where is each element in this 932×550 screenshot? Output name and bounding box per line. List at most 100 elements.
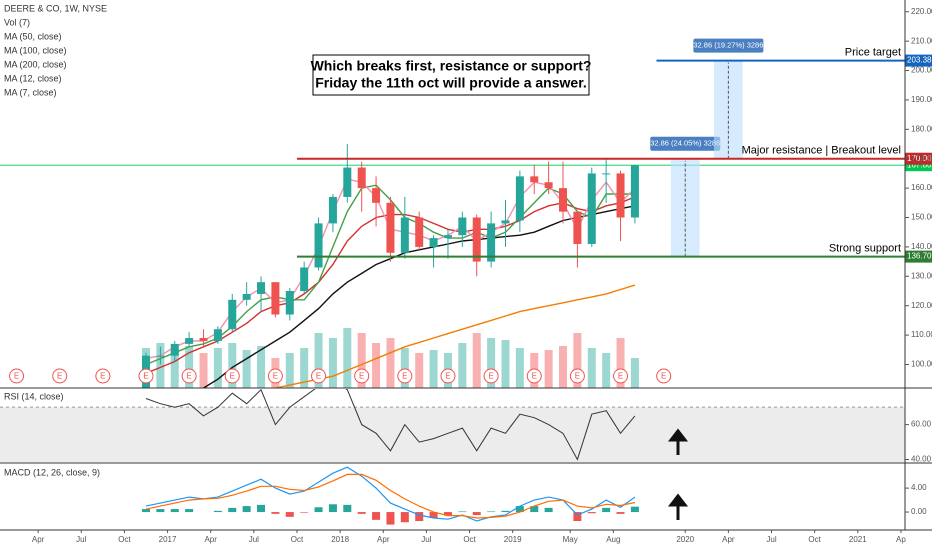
- candle-body: [372, 188, 381, 203]
- x-tick-label: Oct: [808, 535, 821, 544]
- candle-body: [271, 282, 280, 315]
- macd-histogram-bar: [357, 512, 366, 514]
- earnings-label: E: [445, 372, 450, 381]
- y-tick-label: 210.00: [911, 36, 932, 45]
- candle-body: [443, 235, 452, 239]
- candle-body: [530, 176, 539, 183]
- x-tick-label: May: [563, 535, 578, 544]
- volume-bar: [429, 350, 438, 388]
- measure-label: 32.86 (24.05%) 3286: [650, 139, 720, 148]
- y-tick-label: 220.00: [911, 7, 932, 16]
- candle-body: [343, 167, 352, 197]
- macd-histogram-bar: [544, 507, 553, 513]
- level-name: Price target: [845, 47, 901, 59]
- candle-body: [429, 238, 438, 247]
- earnings-label: E: [661, 372, 666, 381]
- volume-bar: [616, 338, 625, 388]
- macd-histogram-bar: [386, 512, 395, 525]
- candle-body: [213, 329, 222, 341]
- earnings-marker: [354, 368, 370, 384]
- earnings-label: E: [618, 372, 623, 381]
- x-tick-label: 2021: [849, 535, 867, 544]
- macd-histogram-bar: [487, 511, 496, 513]
- macd-line: [145, 466, 636, 522]
- volume-bar: [472, 333, 481, 388]
- y-tick-label: 160.00: [911, 183, 932, 192]
- macd-histogram-bar: [472, 512, 481, 516]
- candle-body: [300, 267, 309, 291]
- volume-bar: [156, 343, 165, 388]
- earnings-marker: [9, 368, 25, 384]
- candle-body: [400, 217, 409, 253]
- x-tick-label: Jul: [76, 535, 86, 544]
- volume-bar: [573, 333, 582, 388]
- y-tick-label: 150.00: [911, 213, 932, 222]
- candle-body: [156, 355, 165, 357]
- candle-body: [314, 223, 323, 268]
- volume-bar: [415, 353, 424, 388]
- macd-histogram-bar: [616, 512, 625, 514]
- macd-histogram-bar: [372, 512, 381, 520]
- volume-bar: [559, 346, 568, 388]
- price-badge-label: 136.70: [907, 252, 932, 261]
- price-badge: [905, 54, 932, 67]
- volume-bar: [242, 350, 251, 388]
- earnings-label: E: [14, 372, 19, 381]
- volume-bar: [185, 346, 194, 388]
- volume-bar: [487, 338, 496, 388]
- earnings-label: E: [230, 372, 235, 381]
- level-name: Major resistance | Breakout level: [742, 145, 901, 157]
- volume-bar: [400, 348, 409, 388]
- candle-body: [242, 293, 251, 300]
- macd-histogram-bar: [300, 512, 309, 513]
- macd-histogram-bar: [515, 506, 524, 513]
- up-arrow: [667, 493, 689, 520]
- earnings-marker: [613, 368, 629, 384]
- candle-body: [630, 165, 639, 218]
- macd-histogram-bar: [530, 506, 539, 513]
- earnings-marker: [138, 368, 154, 384]
- earnings-marker: [311, 368, 327, 384]
- candle-body: [185, 338, 194, 344]
- earnings-marker: [569, 368, 585, 384]
- earnings-marker: [95, 368, 111, 384]
- legend-entry: Vol (7): [4, 17, 30, 27]
- volume-bar: [343, 328, 352, 388]
- y-tick-label: 180.00: [911, 124, 932, 133]
- y-tick-label: 100.00: [911, 360, 932, 369]
- earnings-label: E: [186, 372, 191, 381]
- price-badge: [905, 152, 932, 165]
- legend-entry: MA (200, close): [4, 59, 67, 69]
- earnings-marker: [52, 368, 68, 384]
- candle-body: [328, 196, 337, 224]
- volume-bar: [386, 338, 395, 388]
- volume-bar: [257, 346, 266, 388]
- y-tick-label: 40.00: [911, 455, 932, 464]
- macd-histogram-bar: [170, 509, 179, 513]
- earnings-label: E: [532, 372, 537, 381]
- macd-histogram-bar: [156, 509, 165, 513]
- candle-body: [559, 188, 568, 212]
- volume-bar: [544, 350, 553, 388]
- overlay: E E E E E E E E E E E E E E E E 167.80 32.86 (24.05%) 328…: [0, 38, 932, 384]
- y-tick-label: 60.00: [911, 420, 932, 429]
- y-tick-label: 130.00: [911, 271, 932, 280]
- macd-histogram-bar: [443, 512, 452, 516]
- macd-histogram-bar: [228, 507, 237, 513]
- price-badge-label: 203.38: [907, 56, 932, 65]
- macd-histogram-bar: [185, 509, 194, 513]
- candle-body: [544, 182, 553, 189]
- volume-bar: [501, 340, 510, 388]
- candle-body: [228, 299, 237, 330]
- candle-body: [415, 217, 424, 247]
- measure-label-box: [693, 38, 764, 53]
- candle-body: [386, 202, 395, 253]
- candle-body: [199, 338, 208, 341]
- rsi-line: [145, 389, 636, 461]
- measure-label-box: [650, 136, 721, 151]
- volume-bar: [630, 358, 639, 388]
- macd-histogram-bar: [271, 512, 280, 514]
- candle-body: [472, 217, 481, 262]
- x-tick-label: Apr: [32, 535, 45, 544]
- candle-body: [487, 223, 496, 262]
